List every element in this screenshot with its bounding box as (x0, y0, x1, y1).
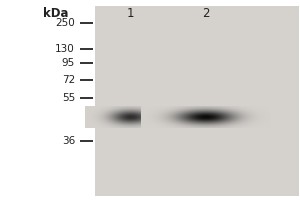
Text: 72: 72 (62, 75, 75, 85)
Text: 130: 130 (55, 44, 75, 54)
Text: 1: 1 (127, 7, 134, 20)
Text: 2: 2 (202, 7, 209, 20)
Text: 36: 36 (62, 136, 75, 146)
Text: 250: 250 (55, 18, 75, 28)
Text: 55: 55 (62, 93, 75, 103)
Bar (94, 6, 298, 196)
Text: 95: 95 (62, 58, 75, 68)
Text: kDa: kDa (43, 7, 68, 20)
